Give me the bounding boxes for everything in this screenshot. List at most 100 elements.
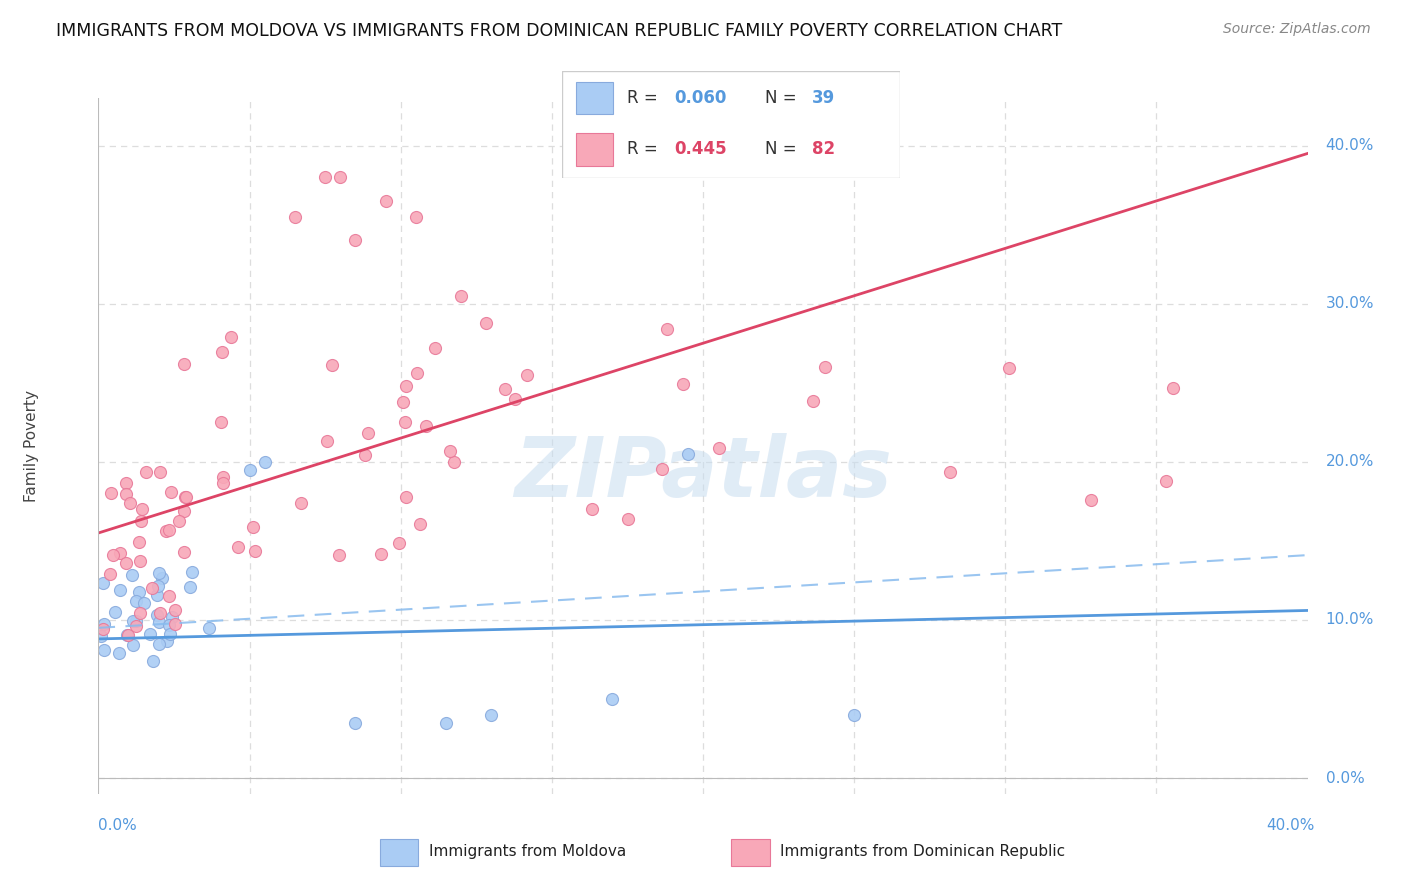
- Point: [132, 595, 155, 609]
- Point: [392, 395, 415, 409]
- Point: [148, 637, 170, 651]
- Point: [616, 512, 638, 526]
- Point: [107, 646, 129, 660]
- Text: Family Poverty: Family Poverty: [24, 390, 39, 502]
- Point: [228, 540, 250, 554]
- Point: [121, 614, 143, 628]
- Point: [167, 514, 190, 528]
- Point: [115, 628, 138, 642]
- Point: [239, 463, 262, 477]
- Bar: [380, 839, 419, 866]
- Point: [103, 548, 125, 562]
- Text: Immigrants from Moldova: Immigrants from Moldova: [429, 844, 626, 859]
- Point: [405, 366, 427, 380]
- Text: 20.0%: 20.0%: [1326, 454, 1374, 469]
- Point: [117, 627, 139, 641]
- Point: [242, 520, 264, 534]
- Point: [90, 629, 112, 643]
- Point: [581, 502, 603, 516]
- Text: 0.0%: 0.0%: [1326, 771, 1364, 786]
- Point: [602, 692, 624, 706]
- Point: [149, 606, 172, 620]
- Point: [157, 523, 180, 537]
- Text: 39: 39: [813, 89, 835, 107]
- Point: [316, 434, 339, 448]
- Point: [939, 465, 962, 479]
- Point: [423, 342, 446, 356]
- Point: [131, 502, 153, 516]
- Point: [118, 496, 141, 510]
- Point: [328, 548, 350, 562]
- Point: [157, 589, 180, 603]
- Point: [155, 524, 177, 539]
- Point: [344, 234, 367, 248]
- Point: [814, 359, 837, 374]
- Point: [494, 382, 516, 396]
- Point: [1154, 475, 1177, 489]
- Point: [121, 638, 143, 652]
- Point: [516, 368, 538, 383]
- Point: [128, 585, 150, 599]
- Text: Immigrants from Dominican Republic: Immigrants from Dominican Republic: [780, 844, 1066, 859]
- Point: [651, 462, 673, 476]
- Point: [1080, 493, 1102, 508]
- Point: [997, 361, 1019, 376]
- Text: 40.0%: 40.0%: [1326, 138, 1374, 153]
- Point: [174, 490, 197, 504]
- Point: [314, 170, 336, 185]
- Point: [801, 394, 824, 409]
- Text: R =: R =: [627, 89, 662, 107]
- Point: [129, 607, 152, 621]
- Point: [148, 566, 170, 580]
- Point: [209, 415, 232, 429]
- Point: [128, 534, 150, 549]
- Text: 0.0%: 0.0%: [98, 818, 138, 832]
- Point: [98, 566, 121, 581]
- Point: [395, 490, 418, 504]
- Point: [121, 567, 143, 582]
- Point: [148, 615, 170, 630]
- Point: [125, 614, 148, 628]
- Text: 10.0%: 10.0%: [1326, 613, 1374, 627]
- Point: [657, 322, 679, 336]
- Point: [676, 447, 699, 461]
- Point: [108, 546, 131, 560]
- Point: [114, 556, 136, 570]
- Text: N =: N =: [765, 89, 801, 107]
- Point: [150, 571, 173, 585]
- Point: [100, 486, 122, 500]
- Point: [1163, 381, 1185, 395]
- Point: [409, 516, 432, 531]
- Point: [253, 455, 276, 469]
- Point: [139, 627, 162, 641]
- Point: [125, 594, 148, 608]
- Point: [103, 605, 125, 619]
- Point: [395, 379, 418, 393]
- FancyBboxPatch shape: [562, 71, 900, 178]
- Point: [394, 415, 416, 429]
- Point: [844, 707, 866, 722]
- Point: [434, 715, 457, 730]
- Point: [415, 419, 437, 434]
- Point: [174, 490, 197, 504]
- Text: 82: 82: [813, 141, 835, 159]
- Point: [93, 616, 115, 631]
- Point: [354, 448, 377, 462]
- Point: [163, 616, 186, 631]
- Text: 0.060: 0.060: [673, 89, 725, 107]
- Point: [173, 357, 195, 371]
- Point: [149, 466, 172, 480]
- Point: [162, 610, 184, 624]
- Point: [146, 607, 169, 622]
- Text: 0.445: 0.445: [673, 141, 727, 159]
- Point: [243, 544, 266, 558]
- Point: [211, 469, 233, 483]
- Point: [159, 627, 181, 641]
- Point: [141, 581, 163, 595]
- Point: [672, 377, 695, 392]
- Point: [181, 565, 204, 579]
- Point: [135, 465, 157, 479]
- Point: [439, 444, 461, 458]
- Point: [474, 317, 496, 331]
- Point: [290, 496, 312, 510]
